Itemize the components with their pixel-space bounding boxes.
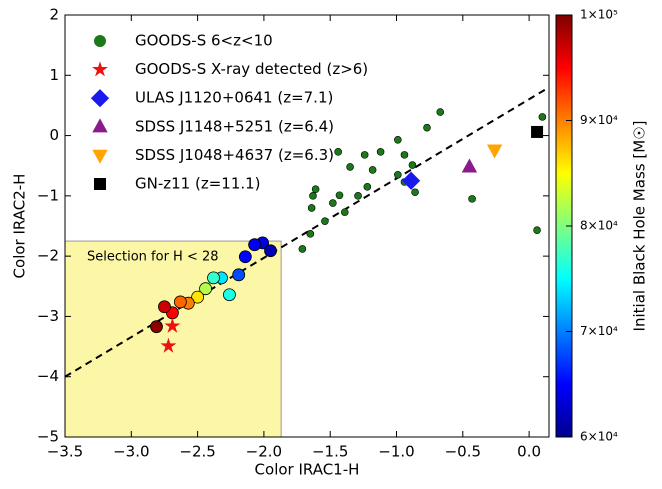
point — [538, 113, 547, 121]
point — [376, 148, 385, 156]
point — [307, 204, 316, 212]
colorbar-tick-label: 7×10⁴ — [580, 324, 618, 338]
y-axis-label: Color IRAC2-H — [11, 174, 29, 279]
legend-marker — [92, 61, 108, 77]
colorbar-tick-label: 1×10⁵ — [580, 8, 618, 22]
legend-label: SDSS J1148+5251 (z=6.4) — [135, 117, 334, 135]
legend-marker — [90, 89, 110, 108]
point — [411, 188, 419, 197]
y-tick-label: −5 — [37, 428, 59, 446]
x-tick-label: −3.0 — [113, 443, 149, 461]
point — [311, 185, 320, 194]
legend-label: GOODS-S X-ray detected (z>6) — [135, 60, 368, 78]
y-tick-label: 0 — [49, 126, 59, 144]
x-tick-label: −1.5 — [312, 443, 348, 461]
y-tick-label: 1 — [49, 66, 59, 84]
x-tick-label: −2.5 — [179, 443, 215, 461]
point — [363, 183, 372, 191]
point — [423, 123, 431, 132]
point — [400, 151, 409, 159]
y-tick-label: −3 — [37, 307, 59, 325]
point — [394, 135, 402, 144]
y-tick-label: 2 — [49, 6, 59, 24]
point — [164, 317, 181, 333]
colorbar-label: Initial Black Hole Mass [M☉] — [631, 121, 649, 332]
point — [321, 217, 329, 225]
x-tick-label: 0.0 — [517, 443, 541, 461]
selection-box — [64, 240, 282, 438]
legend-label: GOODS-S 6<z<10 — [135, 32, 273, 50]
mass-point — [150, 320, 163, 334]
x-tick-label: −2.0 — [246, 443, 282, 461]
mass-point — [232, 268, 246, 282]
legend-marker — [94, 35, 106, 47]
y-tick-label: −2 — [37, 247, 59, 265]
mass-point — [223, 288, 236, 302]
legend-marker — [94, 178, 106, 190]
point — [368, 166, 377, 174]
legend-label: SDSS J1048+4637 (z=6.3) — [135, 146, 334, 164]
mass-point — [173, 295, 187, 309]
point — [486, 144, 503, 159]
point — [461, 158, 478, 173]
legend-label: ULAS J1120+0641 (z=7.1) — [135, 89, 333, 107]
point — [298, 245, 307, 253]
point — [468, 195, 476, 203]
point — [360, 151, 369, 159]
point — [408, 161, 417, 169]
point — [340, 208, 349, 216]
point — [306, 230, 315, 238]
x-axis-label: Color IRAC1-H — [255, 461, 360, 479]
point — [531, 125, 544, 138]
point — [335, 191, 344, 200]
y-tick-label: −1 — [37, 186, 59, 204]
point — [309, 192, 317, 200]
plot-frame — [64, 14, 550, 438]
mass-point — [158, 300, 171, 314]
y-tick-label: −4 — [37, 367, 59, 385]
mass-point — [264, 244, 277, 258]
point — [401, 171, 421, 190]
point — [394, 170, 402, 179]
colorbar-tick-label: 8×10⁴ — [580, 219, 618, 233]
colorbar-tick-label: 9×10⁴ — [580, 113, 618, 127]
point — [334, 148, 342, 156]
mass-point — [207, 271, 220, 285]
point — [329, 199, 337, 207]
x-tick-label: −0.5 — [445, 443, 481, 461]
mass-point — [238, 250, 252, 264]
point — [533, 226, 541, 235]
mass-point — [199, 282, 212, 296]
point — [160, 337, 177, 353]
x-tick-label: −1.0 — [378, 443, 414, 461]
legend-marker — [92, 149, 108, 164]
x-tick-label: −3.5 — [47, 443, 83, 461]
point — [354, 192, 362, 200]
mass-point — [248, 238, 262, 252]
point — [436, 108, 445, 116]
colorbar-tick-label: 6×10⁴ — [580, 430, 618, 444]
mass-point — [191, 290, 205, 304]
annotation: Selection for H < 28 — [87, 250, 219, 265]
legend-marker — [92, 118, 108, 133]
point — [346, 163, 354, 171]
legend-label: GN-z11 (z=11.1) — [135, 175, 261, 193]
